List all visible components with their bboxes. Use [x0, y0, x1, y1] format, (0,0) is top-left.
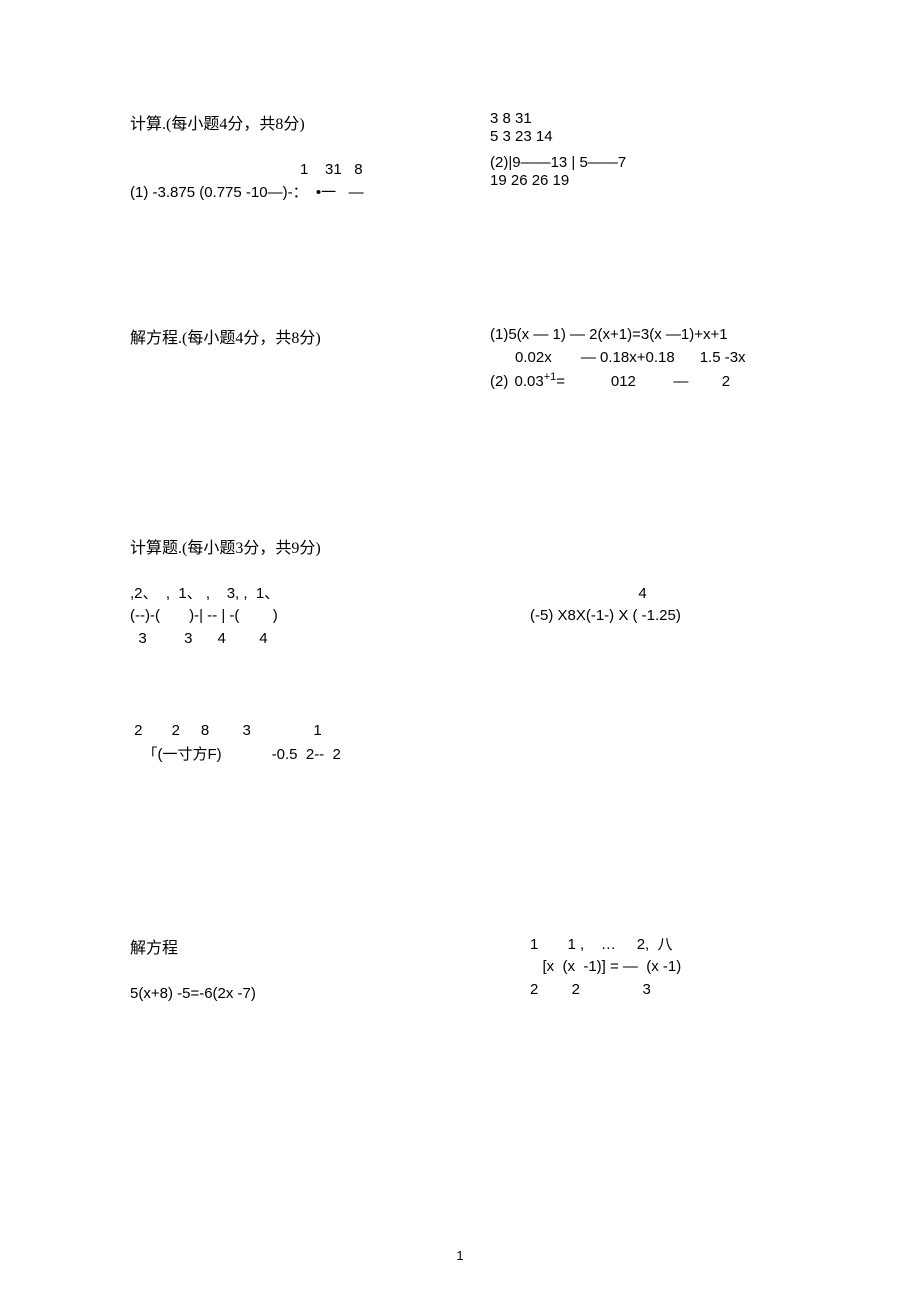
p2r-l1: (1)5(x — 1) — 2(x+1)=3(x —1)+x+1: [490, 324, 790, 347]
problem-3-below: 2 2 8 3 1 「(一寸方F) -0.5 2-- 2: [130, 720, 790, 764]
problem-1-right: 3 8 31 5 3 23 14 (2)|9——13 | 5——7 19 26 …: [490, 110, 790, 200]
p4r-l3: 2 2 3: [530, 979, 790, 1002]
p2r-l3d: = 012 — 2: [556, 373, 730, 390]
p4r-l1: 1 1 , … 2, 八: [530, 934, 790, 957]
section-4-header: 解方程: [130, 934, 430, 958]
section-compute-2: 计算题.(每小题3分，共9分) ,2、 , 1、 , 3, , 1、 (--)-…: [130, 534, 790, 764]
p3b-l1: 2 2 8 3 1: [130, 720, 790, 743]
problem-3-left: ,2、 , 1、 , 3, , 1、 (--)-( )-| -- | -( ) …: [130, 583, 430, 651]
p1r-row3: (2)|9——13 | 5——7: [490, 154, 626, 171]
section-3-header: 计算题.(每小题3分，共9分): [130, 534, 790, 558]
p1-left-line2: (1) -3.875 (0.775 -10—)-： •一 ―: [130, 182, 430, 205]
p3r-top: 4: [530, 583, 790, 606]
p1r-row4: 19 26 26 19: [490, 172, 569, 189]
problem-1-left: 1 31 8 (1) -3.875 (0.775 -10—)-： •一 ―: [130, 159, 430, 204]
page-number: 1: [456, 1248, 463, 1263]
p1r-row2: 5 3 23 14: [490, 128, 553, 145]
problem-4-left: 5(x+8) -5=-6(2x -7): [130, 983, 430, 1006]
p3l-l3: 3 3 4 4: [130, 628, 430, 651]
p4r-l2: [x (x -1)] = — (x -1): [530, 956, 790, 979]
section-2-header: 解方程.(每小题4分，共8分): [130, 324, 430, 348]
p1-left-top: 1 31 8: [130, 159, 430, 182]
section-solve-eq-2: 解方程 5(x+8) -5=-6(2x -7) 1 1 , … 2, 八 [x …: [130, 934, 790, 1006]
p3l-l2: (--)-( )-| -- | -( ): [130, 605, 430, 628]
p1r-row1: 3 8 31: [490, 110, 532, 127]
p3b-l2: 「(一寸方F) -0.5 2-- 2: [130, 743, 790, 764]
section-compute-1: 计算.(每小题4分，共8分) 1 31 8 (1) -3.875 (0.775 …: [130, 110, 790, 204]
p3l-l1: ,2、 , 1、 , 3, , 1、: [130, 583, 430, 606]
problem-4-right: 1 1 , … 2, 八 [x (x -1)] = — (x -1) 2 2 3: [490, 934, 790, 1002]
problem-2-right: (1)5(x — 1) — 2(x+1)=3(x —1)+x+1 0.02x —…: [490, 324, 790, 394]
section-1-header: 计算.(每小题4分，共8分): [130, 110, 430, 134]
p3r-mid: (-5) X8X(-1-) X ( -1.25): [530, 605, 790, 628]
p2r-l2: 0.02x — 0.18x+0.18 1.5 -3x: [490, 347, 790, 370]
problem-3-right: 4 (-5) X8X(-1-) X ( -1.25): [490, 583, 790, 628]
p2r-l3c: +1: [544, 371, 557, 383]
p2r-l3a: (2): [490, 373, 508, 390]
section-solve-eq-1: 解方程.(每小题4分，共8分) (1)5(x — 1) — 2(x+1)=3(x…: [130, 324, 790, 394]
p2r-l3b: 0.03: [515, 373, 544, 390]
